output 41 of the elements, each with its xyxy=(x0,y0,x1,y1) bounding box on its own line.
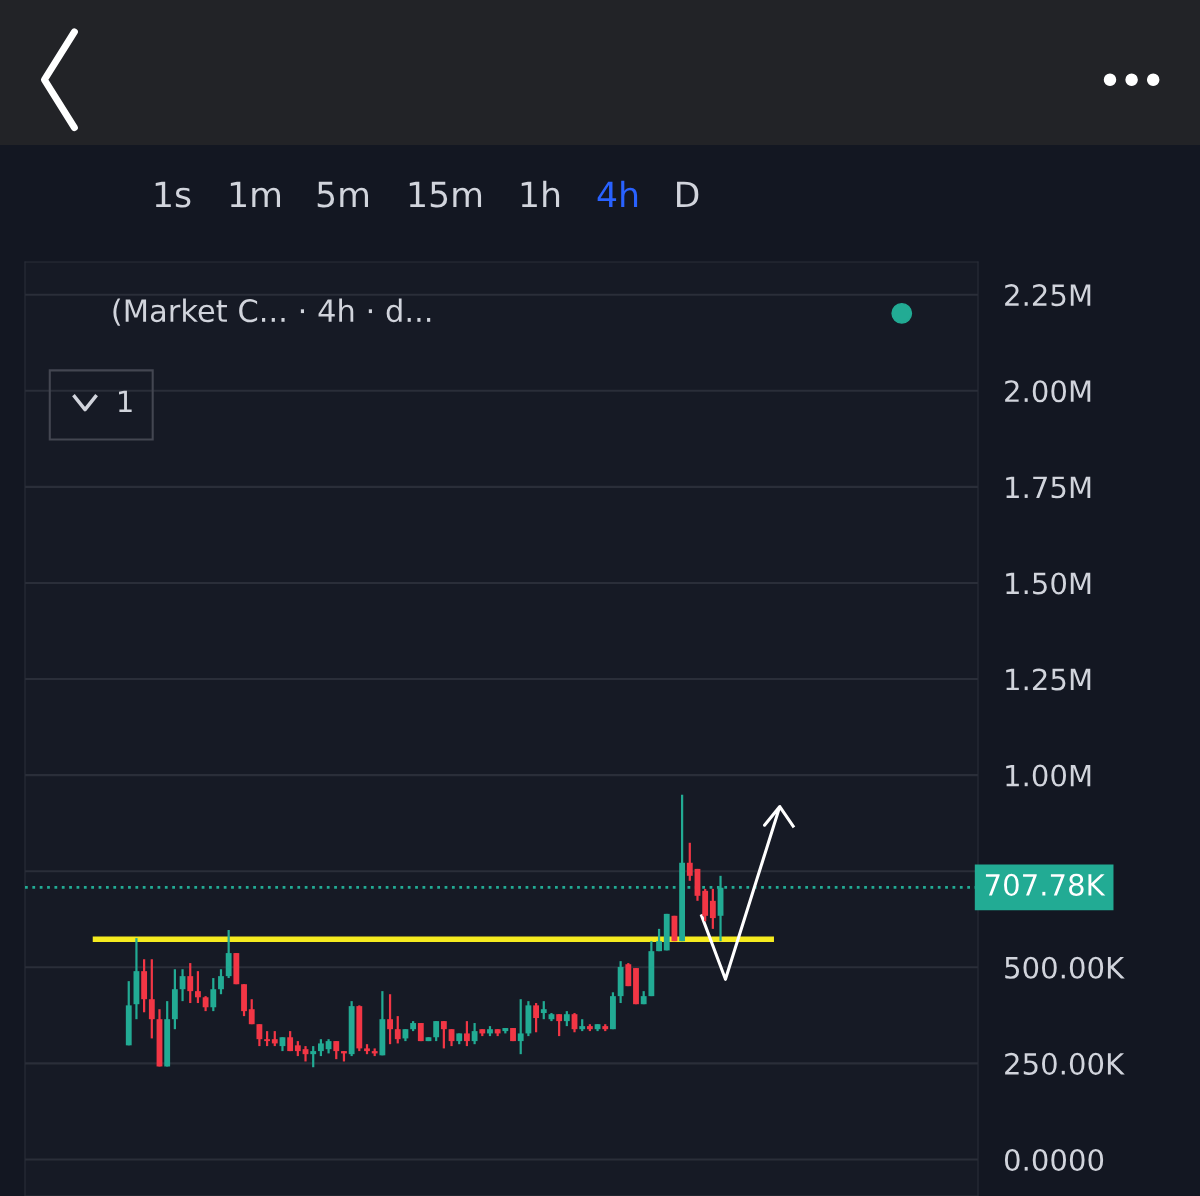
candlestick xyxy=(540,1000,547,1021)
candlestick xyxy=(187,961,194,1005)
y-tick-label: 1.75M xyxy=(1006,476,1091,499)
text: (Market C... · 4h · d... xyxy=(113,298,431,326)
candlestick xyxy=(256,1023,263,1048)
text: 4h xyxy=(597,180,638,208)
candlestick xyxy=(533,1001,540,1034)
y-tick-label: 1.00M xyxy=(1006,764,1091,787)
candlestick xyxy=(387,993,393,1046)
candlestick xyxy=(394,1015,401,1045)
y-tick-label: 1.50M xyxy=(1006,572,1091,595)
candlestick xyxy=(686,841,693,882)
y-tick-label: 250.00K xyxy=(1005,1052,1125,1075)
candlestick xyxy=(471,1021,478,1046)
text: D xyxy=(677,181,699,208)
ref-line-label: 707.78K xyxy=(985,873,1106,896)
text: 15m xyxy=(409,181,482,208)
text: 5m xyxy=(317,181,369,208)
text: 1s xyxy=(155,181,191,208)
candlestick xyxy=(195,970,201,1005)
candlestick xyxy=(463,1020,470,1048)
candlestick xyxy=(440,1020,447,1050)
annotation: 1 xyxy=(118,390,132,413)
text: 1m xyxy=(230,181,281,208)
candlestick xyxy=(709,887,716,930)
candlestick xyxy=(225,928,232,980)
candlestick xyxy=(333,1039,340,1061)
y-tick-label: 0.0000 xyxy=(1004,1148,1104,1171)
y-tick-label: 1.25M xyxy=(1006,668,1091,691)
candlestick xyxy=(248,998,255,1026)
y-tick-label: 500.00K xyxy=(1005,956,1125,979)
text: 1h xyxy=(521,180,560,208)
candlestick xyxy=(148,958,155,1040)
candlestick xyxy=(310,1044,317,1069)
candlestick xyxy=(210,976,217,1013)
candlestick xyxy=(218,968,224,996)
candlestick xyxy=(517,998,524,1056)
candlestick xyxy=(556,1013,563,1038)
y-tick-label: 2.25M xyxy=(1005,284,1091,307)
candlestick xyxy=(433,1020,440,1043)
y-tick-label: 2.00M xyxy=(1005,380,1091,403)
